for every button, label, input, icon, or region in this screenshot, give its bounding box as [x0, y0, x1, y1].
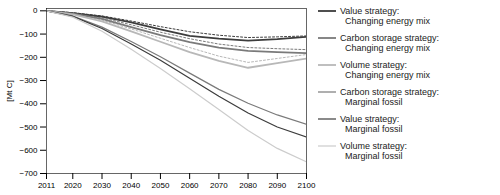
svg-text:2060: 2060 — [181, 181, 199, 190]
html-text:Value strategy: Changing energ: Value strategy: Changing energy mix — [340, 6, 431, 26]
svg-text:2020: 2020 — [64, 181, 82, 190]
svg-text:−700: −700 — [19, 169, 38, 178]
svg-text:−600: −600 — [19, 146, 38, 155]
svg-text:2050: 2050 — [152, 181, 170, 190]
svg-text:[Mt C]: [Mt C] — [5, 80, 14, 101]
svg-text:2070: 2070 — [210, 181, 228, 190]
html-text:Carbon storage strategy: Chang: Carbon storage strategy: Changing energy… — [340, 33, 440, 53]
html-text:Volume strategy: Marginal foss: Volume strategy: Marginal fossil — [340, 141, 407, 161]
svg-text:−200: −200 — [19, 53, 38, 62]
html-text:Carbon storage strategy: Margi: Carbon storage strategy: Marginal fossil — [340, 87, 440, 107]
svg-text:−300: −300 — [19, 76, 38, 85]
svg-text:0: 0 — [33, 6, 38, 15]
svg-text:2080: 2080 — [239, 181, 257, 190]
html-text:Value strategy: Marginal fossi: Value strategy: Marginal fossil — [340, 114, 403, 134]
svg-text:2100: 2100 — [298, 181, 316, 190]
svg-text:2030: 2030 — [93, 181, 111, 190]
svg-text:2011: 2011 — [38, 181, 56, 190]
svg-text:−400: −400 — [19, 99, 38, 108]
html-text:Volume strategy: Changing ener: Volume strategy: Changing energy mix — [340, 60, 431, 80]
svg-text:−500: −500 — [19, 123, 38, 132]
svg-text:2090: 2090 — [268, 181, 286, 190]
svg-text:2040: 2040 — [122, 181, 140, 190]
svg-text:−100: −100 — [19, 30, 38, 39]
